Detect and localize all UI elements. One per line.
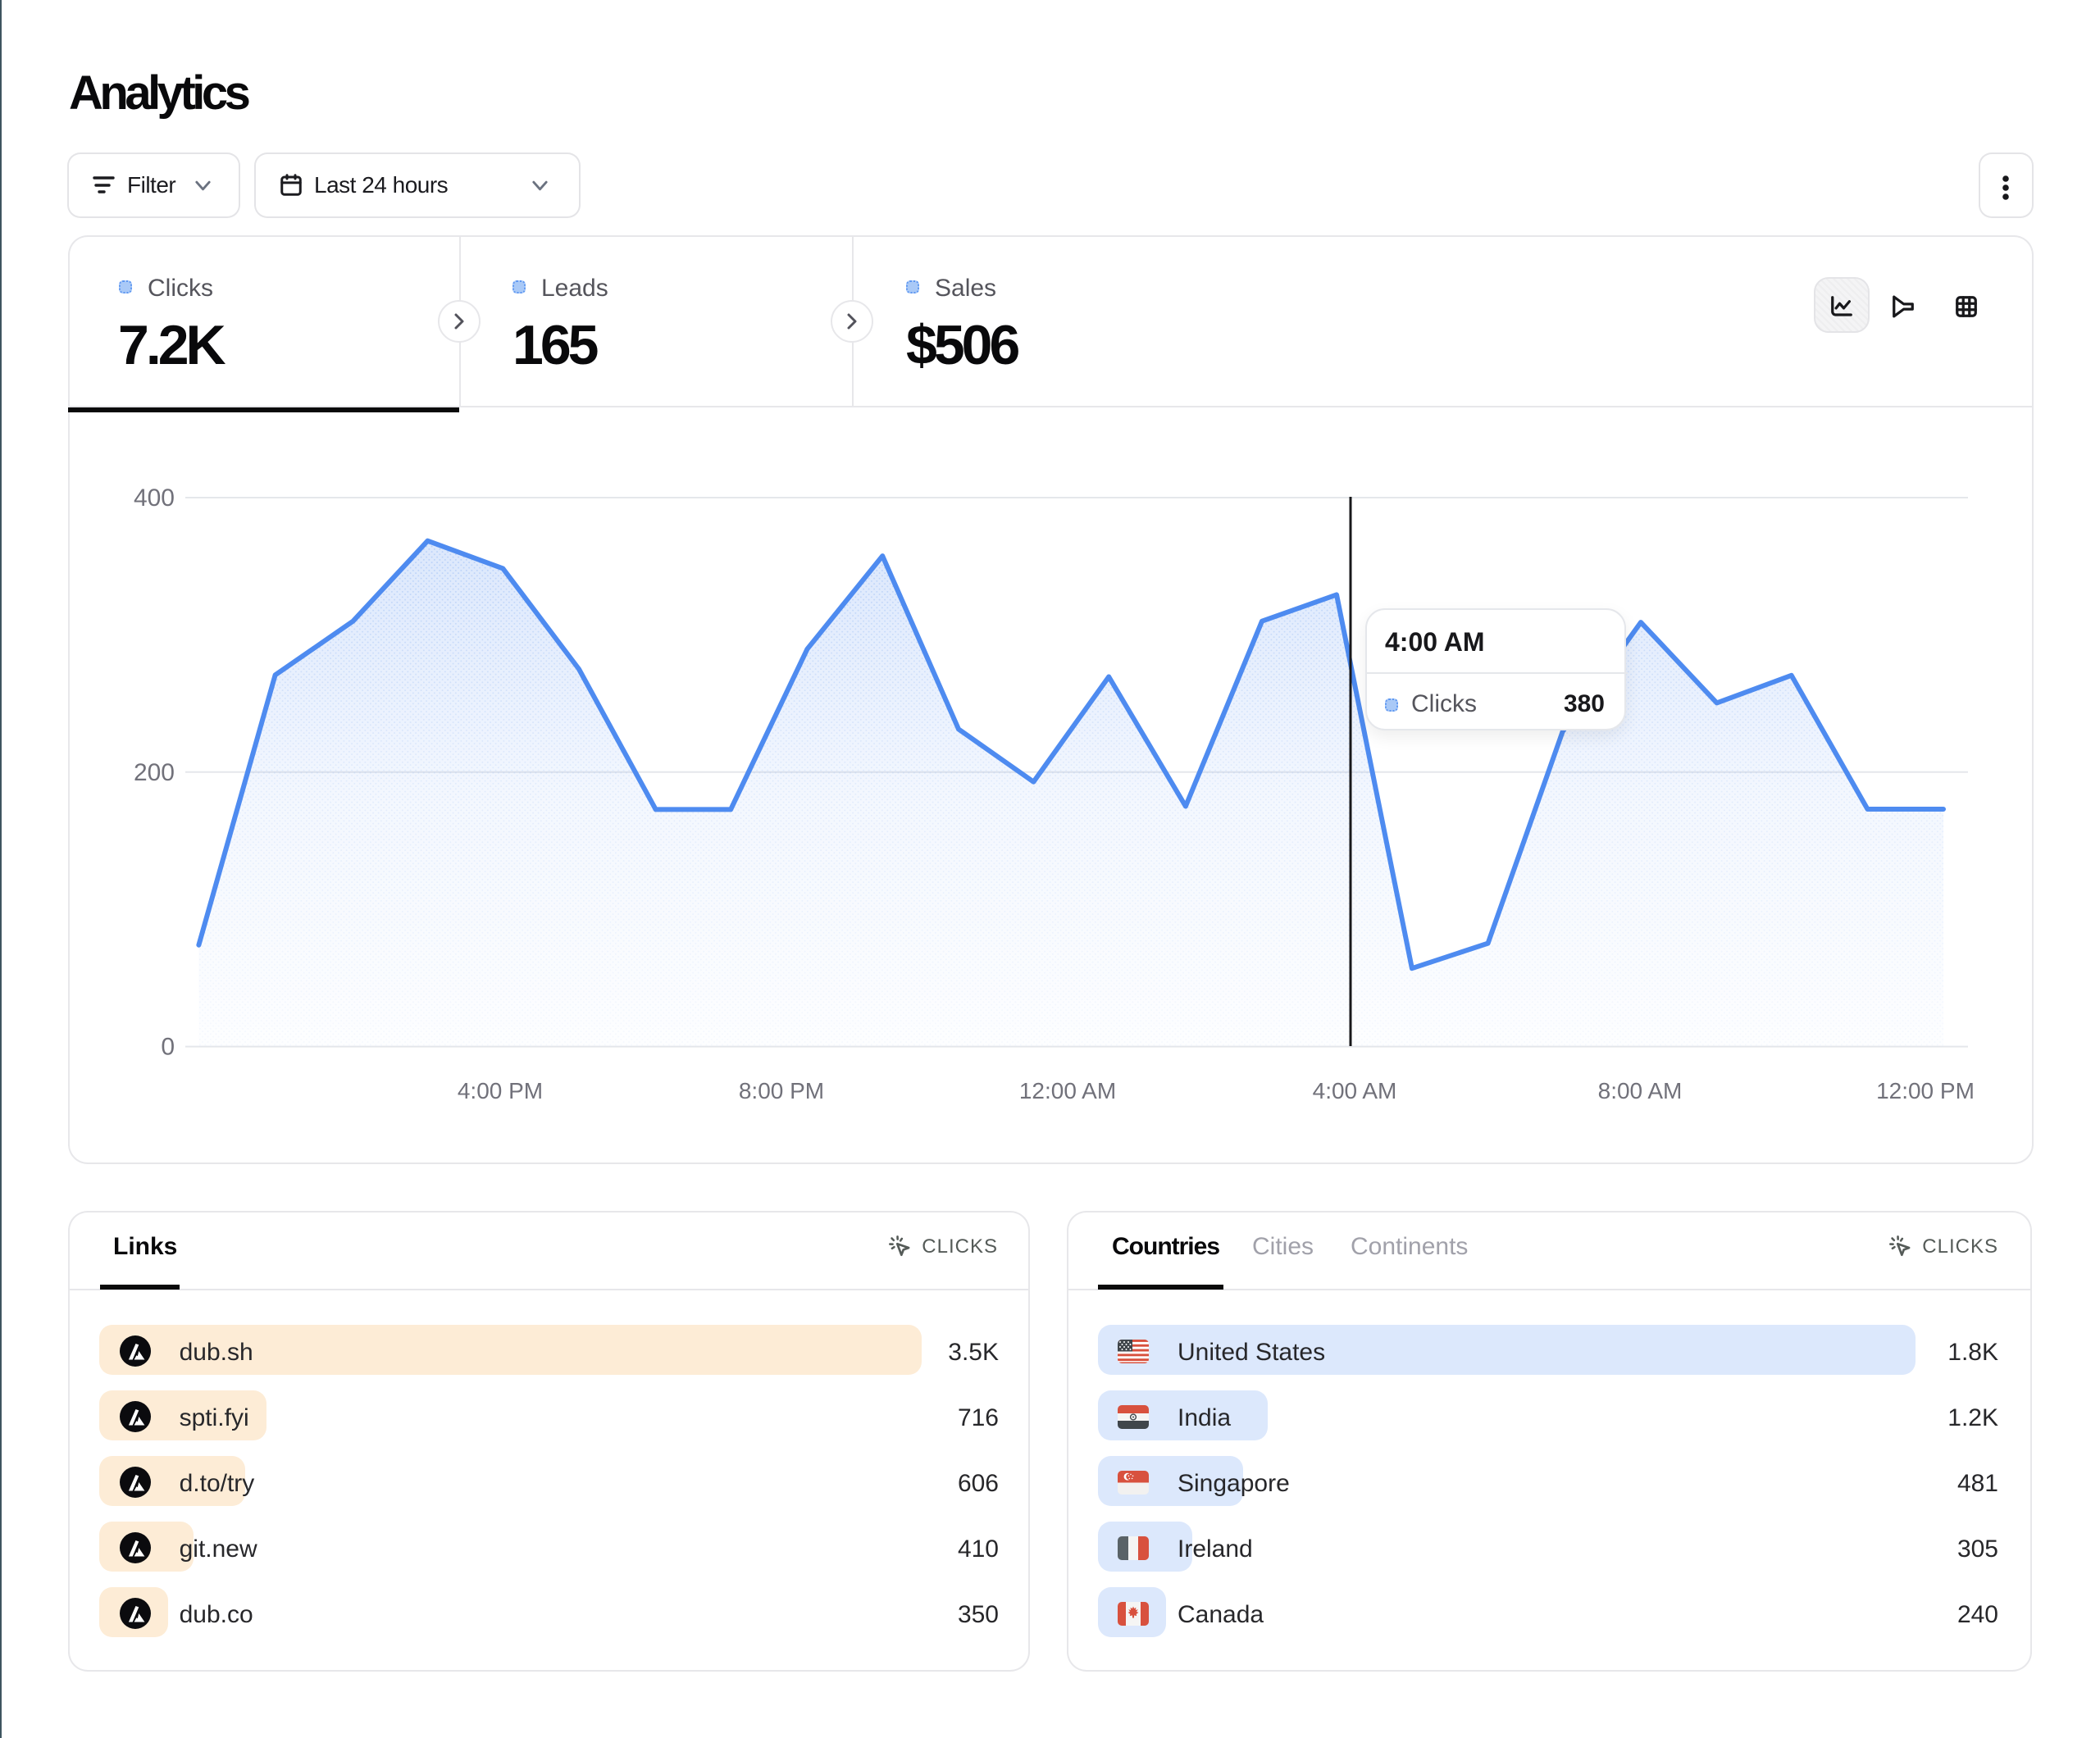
svg-text:8:00 AM: 8:00 AM bbox=[1598, 1078, 1683, 1103]
svg-text:12:00 PM: 12:00 PM bbox=[1876, 1078, 1975, 1103]
svg-text:12:00 AM: 12:00 AM bbox=[1019, 1078, 1116, 1103]
svg-text:400: 400 bbox=[134, 485, 175, 512]
svg-text:0: 0 bbox=[161, 1034, 175, 1061]
svg-text:8:00 PM: 8:00 PM bbox=[739, 1078, 824, 1103]
svg-text:4:00 PM: 4:00 PM bbox=[458, 1078, 543, 1103]
svg-text:200: 200 bbox=[134, 759, 175, 786]
svg-text:4:00 AM: 4:00 AM bbox=[1313, 1078, 1397, 1103]
